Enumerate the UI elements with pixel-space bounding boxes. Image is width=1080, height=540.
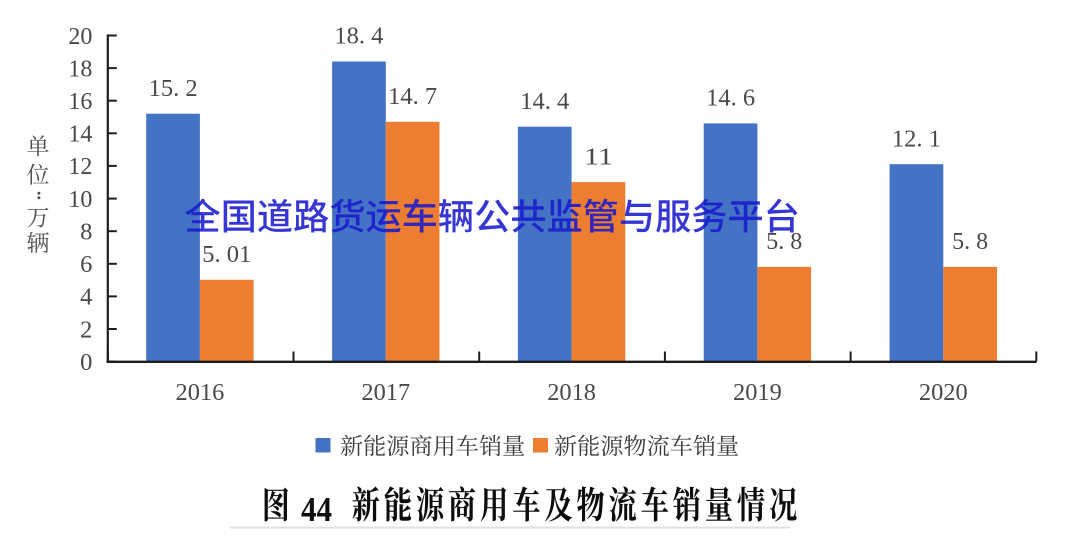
svg-text:14. 6: 14. 6: [706, 86, 755, 112]
svg-text:4: 4: [80, 284, 92, 311]
svg-text:44: 44: [301, 490, 332, 529]
svg-text:5. 01: 5. 01: [202, 242, 251, 268]
svg-text:2016: 2016: [176, 379, 225, 406]
svg-text:5. 8: 5. 8: [952, 229, 988, 255]
svg-text:11: 11: [584, 144, 613, 170]
svg-text:10: 10: [68, 186, 92, 213]
svg-text:0: 0: [80, 349, 92, 376]
svg-text:2018: 2018: [547, 379, 596, 406]
svg-text:15. 2: 15. 2: [149, 76, 198, 102]
svg-text:5. 8: 5. 8: [766, 229, 802, 255]
svg-text:14. 7: 14. 7: [388, 84, 437, 110]
svg-text:12: 12: [68, 153, 92, 180]
svg-text:2019: 2019: [733, 379, 782, 406]
svg-text:14: 14: [68, 121, 92, 148]
svg-text:18. 4: 18. 4: [334, 24, 383, 50]
svg-text:2017: 2017: [361, 379, 410, 406]
svg-text:2: 2: [80, 316, 92, 343]
svg-text:6: 6: [80, 251, 92, 278]
svg-text:20: 20: [68, 23, 92, 50]
svg-text:2020: 2020: [919, 379, 968, 406]
svg-text:16: 16: [68, 88, 92, 115]
svg-text:14. 4: 14. 4: [520, 89, 569, 115]
svg-text:12. 1: 12. 1: [892, 126, 941, 152]
svg-text:8: 8: [80, 219, 92, 246]
svg-text:18: 18: [68, 55, 92, 82]
